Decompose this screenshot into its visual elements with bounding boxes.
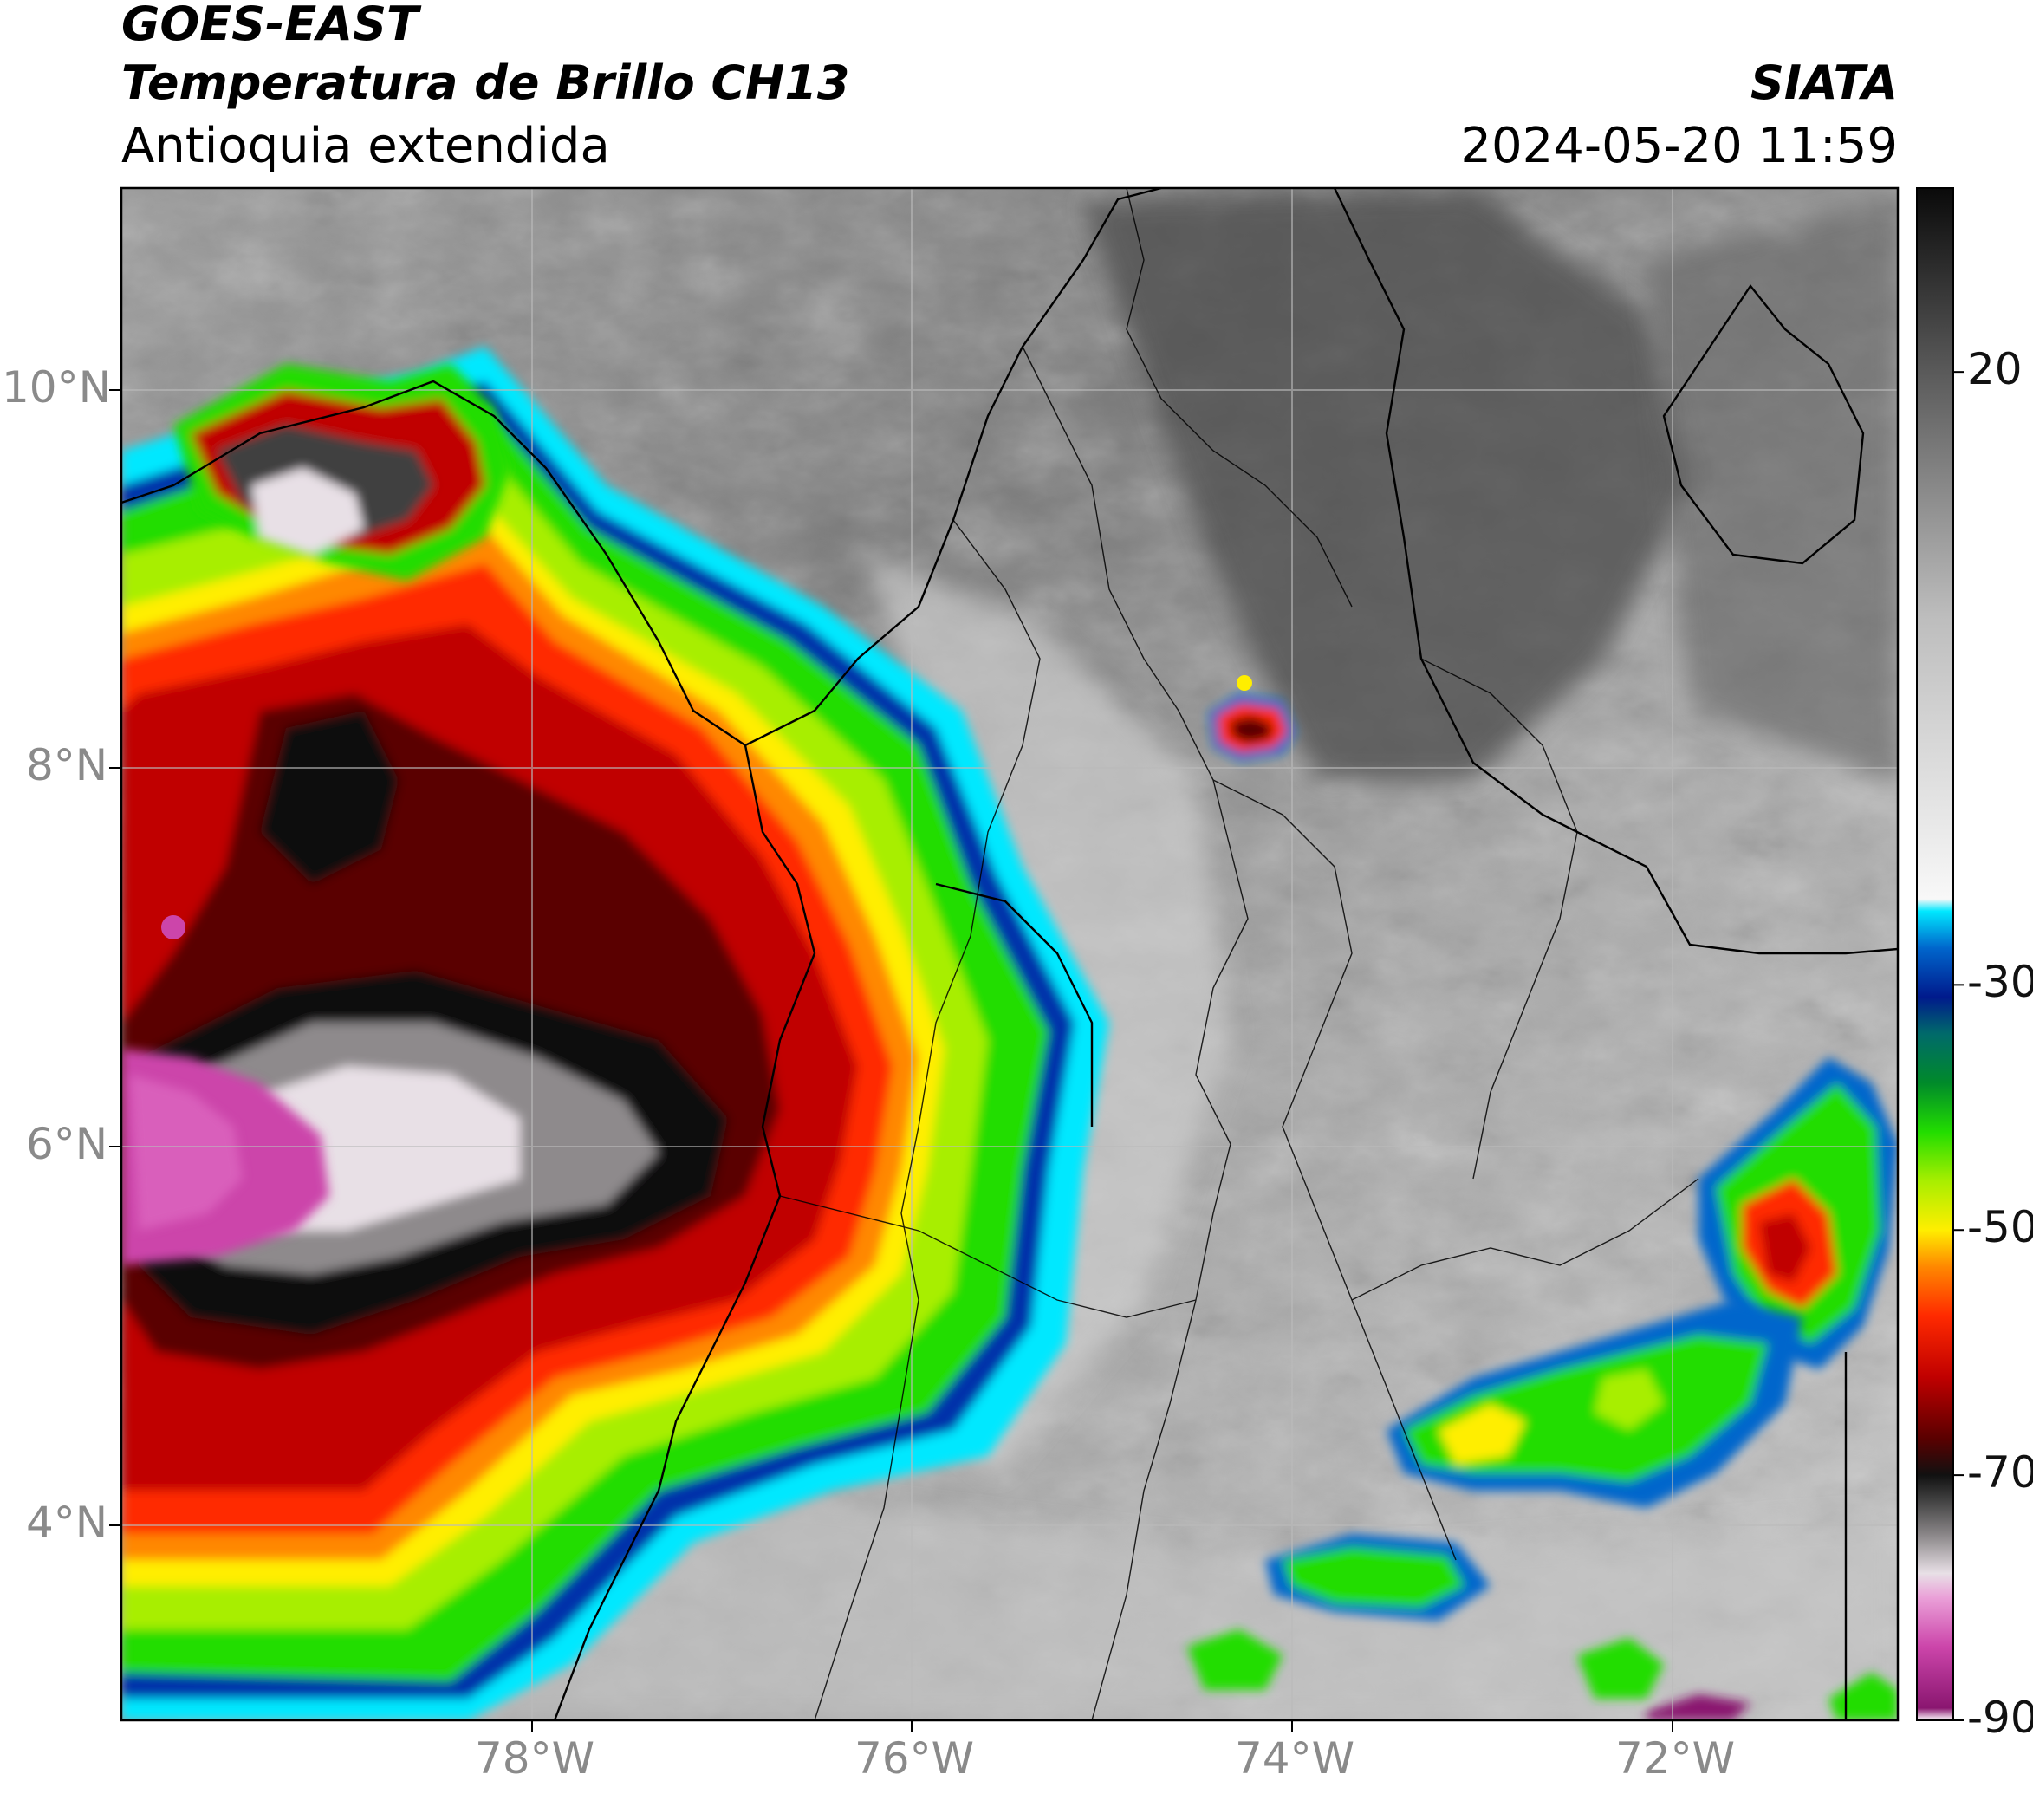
colorbar-tick-label-minus70: -70 <box>1967 1447 2033 1498</box>
colorbar-gradient <box>1917 188 1953 1720</box>
magdalena-cell <box>1209 693 1296 761</box>
panama-colombia-border <box>935 882 1094 1127</box>
lat-tick-label-10n: 10°N <box>2 362 112 413</box>
lon-tick-label-72w: 72°W <box>1615 1733 1736 1784</box>
mcs-overshoot-spot <box>161 915 185 939</box>
colorbar-tick-marks <box>1953 371 1964 1721</box>
boundaries <box>121 188 1898 1720</box>
colorbar-tick-label-minus50: -50 <box>1967 1202 2033 1253</box>
mcs-core-magenta-inner <box>130 1075 243 1231</box>
lat-tick-label-4n: 4°N <box>26 1498 108 1548</box>
colombia-venezuela-border <box>1333 188 1898 955</box>
colorbar <box>1916 187 1964 1721</box>
pacific-coastline <box>553 744 816 1720</box>
satellite-title: GOES-EAST <box>121 0 419 51</box>
lat-tick-label-8n: 8°N <box>26 740 108 790</box>
lon-tick-label-76w: 76°W <box>854 1733 975 1784</box>
darien-cluster <box>173 364 511 581</box>
mcs-overshoot-north <box>260 711 399 884</box>
lake-maracaibo <box>1662 283 1865 565</box>
lat-tick-label-6n: 6°N <box>26 1119 108 1169</box>
colorbar-tick-label-20: 20 <box>1967 344 2023 395</box>
gridlines <box>121 188 1898 1720</box>
colorbar-frame <box>1916 187 1954 1721</box>
map-area <box>121 188 1898 1720</box>
region-subtitle: Antioquia extendida <box>121 118 610 174</box>
colorbar-tick-label-minus90: -90 <box>1967 1693 2033 1743</box>
caribbean-coastline <box>121 188 1162 747</box>
lon-tick-label-78w: 78°W <box>475 1733 595 1784</box>
product-title: Temperatura de Brillo CH13 <box>121 55 850 110</box>
department-borders <box>779 188 1699 1720</box>
warm-lowlands-east <box>1647 199 1898 780</box>
datetime-label: 2024-05-20 11:59 <box>1460 118 1898 174</box>
axis-ticks <box>109 389 1673 1732</box>
colorbar-tick-label-minus30: -30 <box>1967 957 2033 1008</box>
eastern-llanos <box>1698 1057 1898 1369</box>
warm-lowlands-ne <box>1083 191 1690 780</box>
lon-tick-label-74w: 74°W <box>1235 1733 1355 1784</box>
map-frame <box>120 186 1900 1722</box>
choco-pacific-mcs <box>121 347 1109 1720</box>
organization-label: SIATA <box>1750 55 1898 110</box>
magdalena-small-cell <box>1237 675 1252 691</box>
